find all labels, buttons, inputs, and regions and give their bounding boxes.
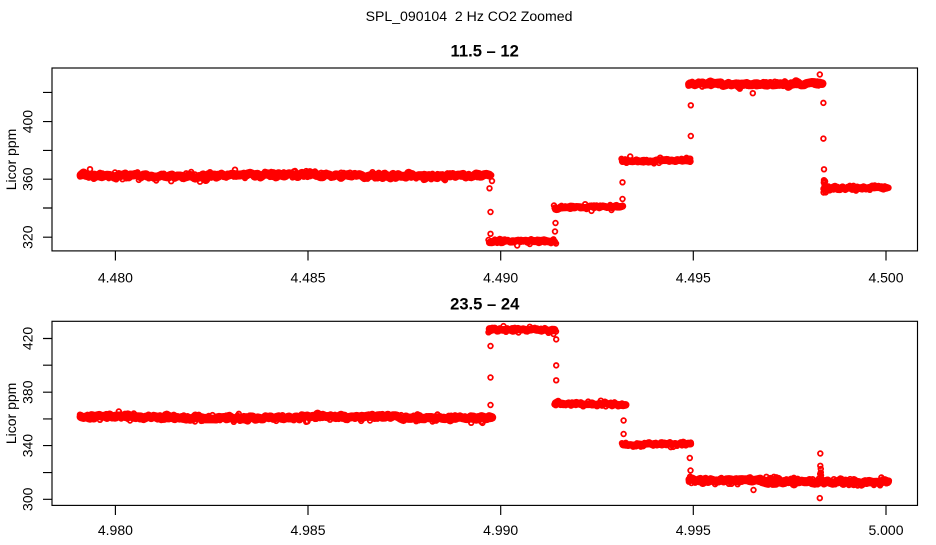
svg-text:4.985: 4.985 [290, 522, 325, 538]
svg-text:4.480: 4.480 [98, 270, 133, 286]
svg-text:SPL_090104 2 Hz CO2 Zoomed: SPL_090104 2 Hz CO2 Zoomed [366, 8, 573, 24]
svg-text:400: 400 [20, 110, 36, 134]
svg-text:23.5 – 24: 23.5 – 24 [450, 295, 520, 314]
svg-text:360: 360 [20, 167, 36, 191]
svg-text:4.490: 4.490 [483, 270, 518, 286]
svg-text:420: 420 [20, 327, 36, 351]
svg-text:4.495: 4.495 [676, 270, 711, 286]
svg-text:4.980: 4.980 [98, 522, 133, 538]
svg-text:380: 380 [20, 380, 36, 404]
svg-text:Licor ppm: Licor ppm [3, 383, 19, 444]
svg-text:11.5 – 12: 11.5 – 12 [451, 41, 519, 60]
svg-text:4.995: 4.995 [676, 522, 711, 538]
svg-text:340: 340 [20, 434, 36, 458]
svg-text:4.485: 4.485 [290, 270, 325, 286]
svg-text:300: 300 [20, 487, 36, 511]
svg-text:5.000: 5.000 [868, 522, 903, 538]
svg-text:4.500: 4.500 [868, 270, 903, 286]
svg-text:320: 320 [20, 225, 36, 249]
svg-text:Licor ppm: Licor ppm [3, 129, 19, 190]
svg-text:4.990: 4.990 [483, 522, 518, 538]
